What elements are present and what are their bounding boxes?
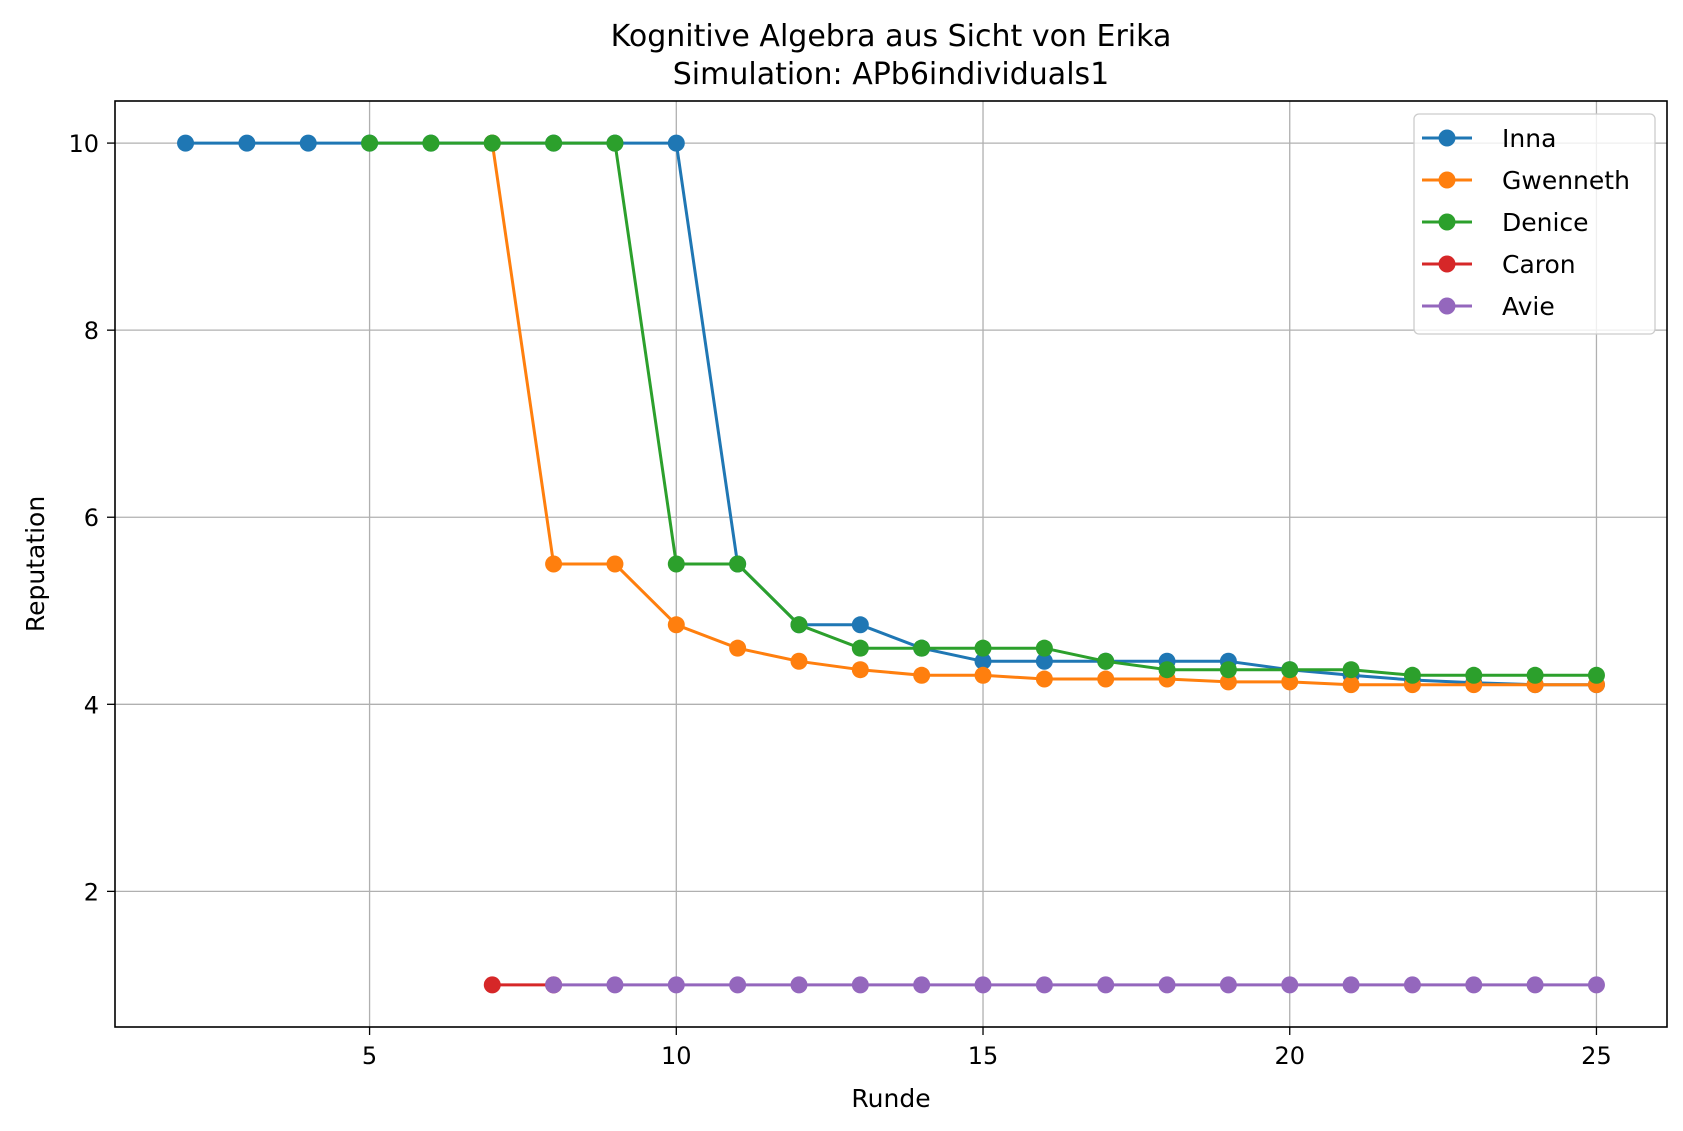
data-point-inna — [238, 134, 256, 152]
data-point-avie — [1526, 976, 1544, 994]
data-point-gwenneth — [913, 666, 931, 684]
y-axis-label: Reputation — [21, 496, 50, 632]
data-point-denice — [361, 134, 379, 152]
legend-label-gwenneth: Gwenneth — [1502, 166, 1630, 195]
data-point-denice — [1587, 666, 1605, 684]
data-point-inna — [667, 134, 685, 152]
data-point-avie — [1465, 976, 1483, 994]
x-tick-label: 20 — [1274, 1042, 1305, 1070]
y-tick-label: 8 — [84, 317, 99, 345]
data-point-gwenneth — [974, 666, 992, 684]
x-axis-label: Runde — [851, 1084, 930, 1113]
legend-marker-gwenneth — [1438, 171, 1456, 189]
data-point-avie — [1587, 976, 1605, 994]
series-group — [177, 134, 1605, 994]
data-point-denice — [1342, 661, 1360, 679]
data-point-gwenneth — [851, 661, 869, 679]
data-point-inna — [1035, 652, 1053, 670]
y-tick-label: 2 — [84, 878, 99, 906]
data-point-denice — [790, 616, 808, 634]
legend-marker-denice — [1438, 213, 1456, 231]
data-point-avie — [606, 976, 624, 994]
data-point-denice — [545, 134, 563, 152]
ticks: 5 10 15 20 25 2 4 6 8 10 — [68, 130, 1611, 1070]
legend-label-caron: Caron — [1502, 250, 1576, 279]
data-point-denice — [974, 639, 992, 657]
data-point-denice — [1281, 661, 1299, 679]
legend-label-inna: Inna — [1502, 124, 1556, 153]
data-point-avie — [913, 976, 931, 994]
data-point-inna — [851, 616, 869, 634]
data-point-denice — [913, 639, 931, 657]
y-tick-label: 4 — [84, 691, 99, 719]
data-point-inna — [177, 134, 195, 152]
data-point-avie — [729, 976, 747, 994]
data-point-denice — [851, 639, 869, 657]
legend: Inna Gwenneth Denice Caron Avie — [1413, 113, 1656, 335]
data-point-gwenneth — [1035, 670, 1053, 688]
legend-marker-avie — [1438, 297, 1456, 315]
data-point-caron — [483, 976, 501, 994]
legend-marker-inna — [1438, 129, 1456, 147]
legend-marker-caron — [1438, 255, 1456, 273]
data-point-gwenneth — [1342, 676, 1360, 694]
data-point-denice — [1526, 666, 1544, 684]
data-point-avie — [1158, 976, 1176, 994]
data-point-avie — [545, 976, 563, 994]
data-point-denice — [1403, 666, 1421, 684]
y-tick-label: 10 — [68, 130, 99, 158]
data-point-denice — [422, 134, 440, 152]
data-point-gwenneth — [545, 555, 563, 573]
plot-area-frame — [114, 100, 1668, 1028]
legend-label-denice: Denice — [1502, 208, 1589, 237]
data-point-avie — [1342, 976, 1360, 994]
data-point-gwenneth — [606, 555, 624, 573]
data-point-inna — [974, 652, 992, 670]
x-tick-label: 15 — [968, 1042, 999, 1070]
data-point-gwenneth — [1219, 673, 1237, 691]
data-point-avie — [1219, 976, 1237, 994]
data-point-avie — [1097, 976, 1115, 994]
data-point-denice — [667, 555, 685, 573]
chart-title: Kognitive Algebra aus Sicht von Erika — [611, 19, 1172, 54]
x-tick-label: 10 — [661, 1042, 692, 1070]
data-point-avie — [851, 976, 869, 994]
data-point-inna — [299, 134, 317, 152]
data-point-avie — [1035, 976, 1053, 994]
legend-box — [1413, 113, 1656, 335]
x-tick-label: 5 — [362, 1042, 377, 1070]
data-point-denice — [1219, 661, 1237, 679]
data-point-avie — [667, 976, 685, 994]
data-point-avie — [1281, 976, 1299, 994]
chart-subtitle: Simulation: APb6individuals1 — [673, 57, 1110, 92]
data-point-denice — [1035, 639, 1053, 657]
data-point-denice — [1097, 652, 1115, 670]
data-point-avie — [1403, 976, 1421, 994]
data-point-gwenneth — [790, 652, 808, 670]
data-point-gwenneth — [1097, 670, 1115, 688]
x-tick-label: 25 — [1581, 1042, 1612, 1070]
data-point-gwenneth — [667, 616, 685, 634]
data-point-denice — [1158, 661, 1176, 679]
y-tick-label: 6 — [84, 504, 99, 532]
data-point-avie — [790, 976, 808, 994]
data-point-gwenneth — [729, 639, 747, 657]
data-point-denice — [729, 555, 747, 573]
data-point-denice — [483, 134, 501, 152]
data-point-denice — [1465, 666, 1483, 684]
data-point-denice — [606, 134, 624, 152]
legend-label-avie: Avie — [1502, 292, 1555, 321]
data-point-avie — [974, 976, 992, 994]
data-point-gwenneth — [1281, 673, 1299, 691]
